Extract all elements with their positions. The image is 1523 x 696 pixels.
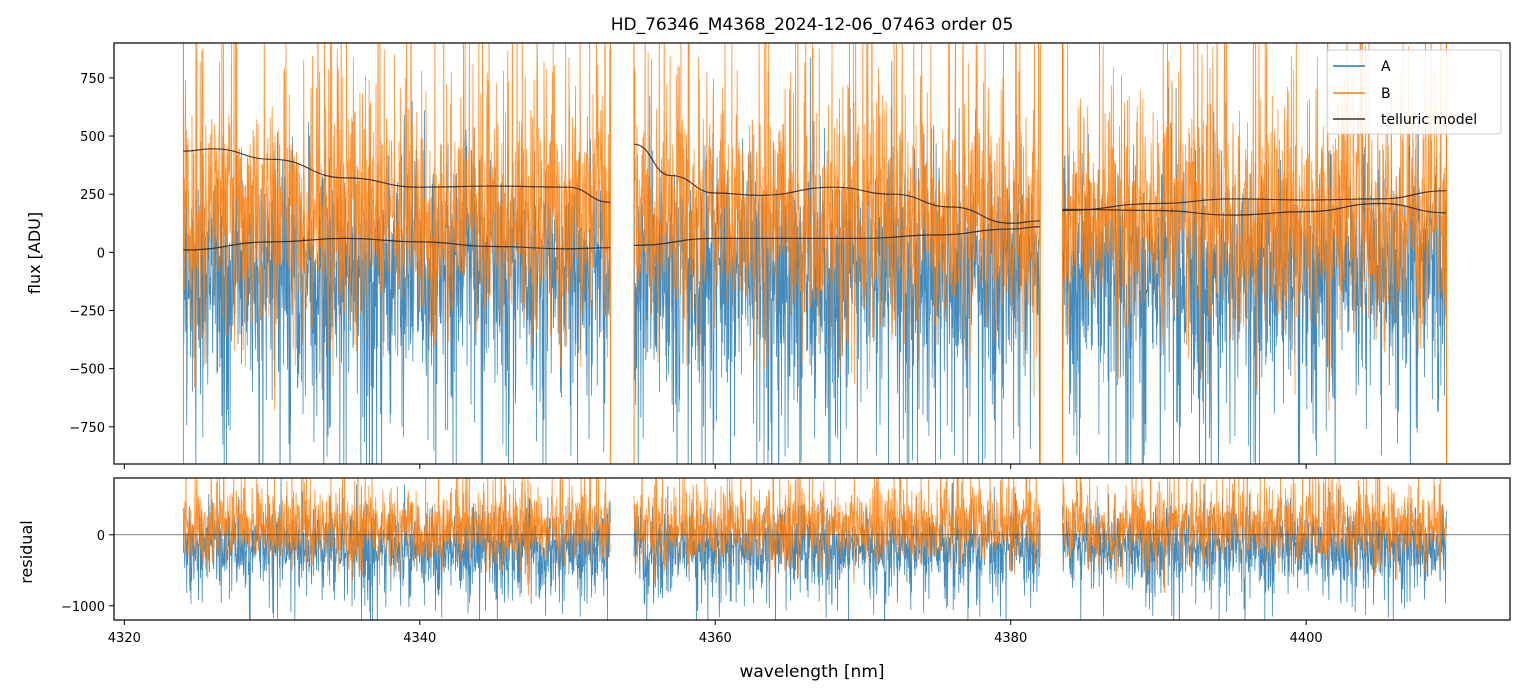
legend: A B telluric model [1326,49,1502,135]
flux-ytick-label: 250 [80,188,105,203]
flux-ytick-label: 0 [97,246,105,261]
flux-x-ticks [123,464,1307,469]
flux-ytick-label: −750 [69,421,105,436]
series-b-residual-segment-2 [633,478,1041,584]
flux-ytick-label: 750 [80,72,105,87]
xtick-label: 4400 [1290,631,1323,646]
telluric-model-curve-6 [1062,190,1447,212]
flux-y-ticks: −750 −500 −250 0 250 500 750 [69,72,114,436]
legend-label-a: A [1381,59,1391,75]
residual-x-ticks: 4320 4340 4360 4380 4400 [108,620,1323,646]
legend-label-telluric: telluric model [1381,112,1477,128]
xtick-label: 4340 [403,631,436,646]
residual-ylabel: residual [17,520,36,583]
flux-ytick-label: −250 [69,304,105,319]
series-b-flux-segment-1 [183,43,611,411]
chart-title: HD_76346_M4368_2024-12-06_07463 order 05 [611,15,1014,35]
series-b-residual-segment-3 [1061,478,1447,593]
flux-ylabel: flux [ADU] [25,212,44,294]
x-axis-label: wavelength [nm] [739,662,884,682]
series-b-flux-segment-2 [633,43,1041,398]
telluric-model-curve-4 [633,226,1041,246]
telluric-model-curve-3 [633,143,1041,224]
telluric-model-curve-1 [183,148,611,203]
residual-y-ticks: −1000 0 [61,529,114,615]
telluric-model-curve-2 [183,237,611,251]
residual-panel: −1000 0 4320 4340 4360 4380 4400 residual [17,477,1511,646]
residual-axes-frame [113,477,1511,621]
telluric-model-curve-5 [1062,202,1447,216]
legend-label-b: B [1381,86,1391,102]
flux-panel: −750 −500 −250 0 250 500 750 flux [ADU] A B te… [25,42,1511,469]
xtick-label: 4360 [699,631,732,646]
flux-ytick-label: 500 [80,130,105,145]
residual-ytick-label: 0 [97,529,105,544]
flux-axes-frame [113,42,1511,465]
series-a-residual-segment-2 [633,482,1041,620]
flux-plot-area [182,43,1447,464]
flux-ytick-label: −500 [69,363,105,378]
series-b-flux-segment-3 [1061,43,1447,411]
xtick-label: 4320 [108,631,141,646]
xtick-label: 4380 [994,631,1027,646]
residual-plot-area [114,478,1510,620]
series-a-flux-segment-3 [1061,87,1447,464]
series-b-residual-segment-1 [183,478,611,596]
residual-ytick-label: −1000 [61,600,105,615]
legend-box [1326,49,1502,135]
